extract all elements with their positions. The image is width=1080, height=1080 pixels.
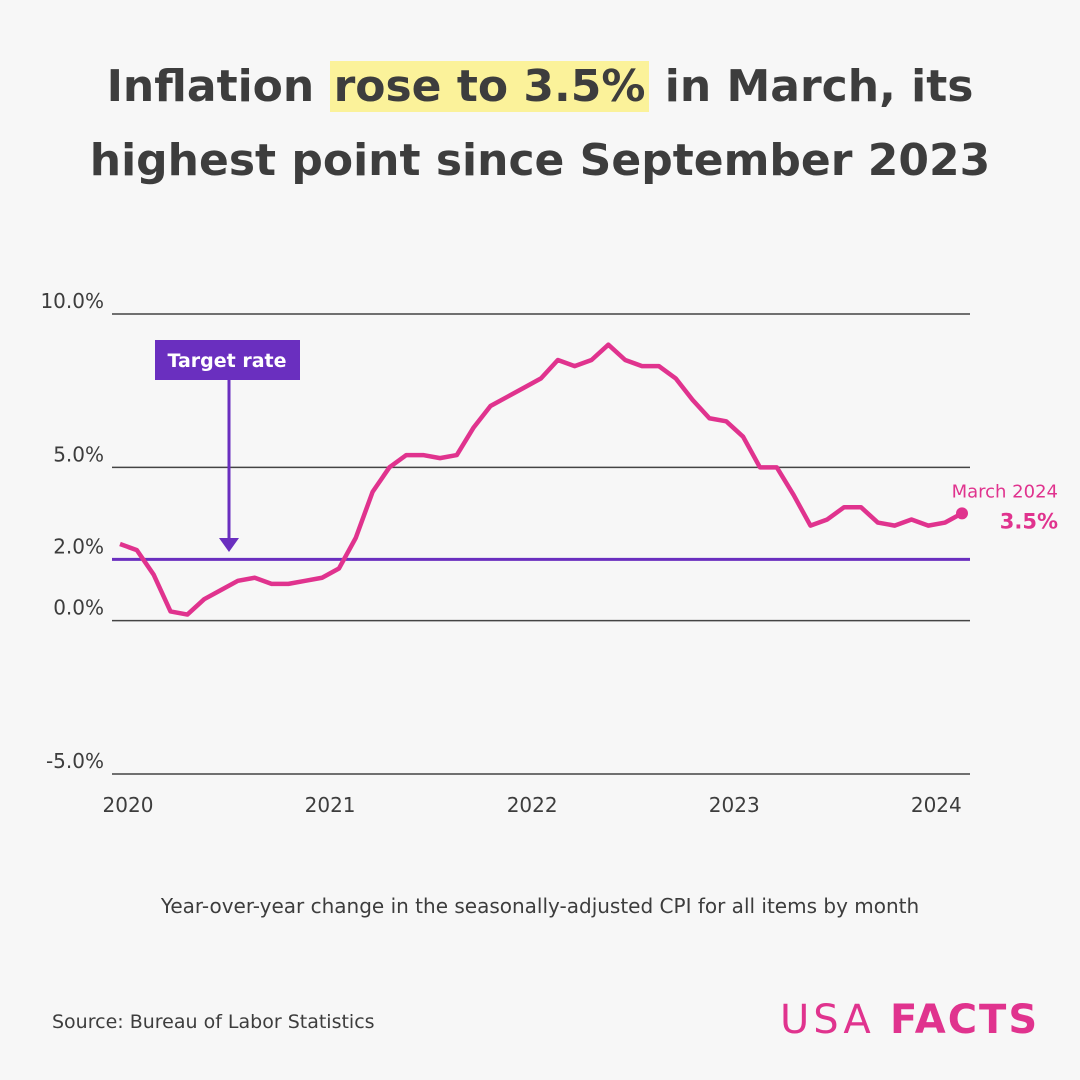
source: Source: Bureau of Labor Statistics: [52, 1011, 375, 1033]
title-highlight: rose to 3.5%: [329, 61, 650, 112]
annotation-box: [155, 340, 300, 380]
x-tick-label: 2024: [911, 793, 962, 817]
x-tick-label: 2023: [709, 793, 760, 817]
title-text: Inflation: [106, 61, 315, 112]
x-tick-label: 2021: [305, 793, 356, 817]
title-text: in March, its highest point since Septem…: [89, 61, 991, 186]
end-label: March 2024: [952, 481, 1058, 502]
y-tick-label: 0.0%: [53, 596, 104, 620]
data-line: [119, 342, 964, 617]
y-tick-label: 2.0%: [53, 534, 104, 558]
subtitle: Year-over-year change in the seasonally-…: [160, 894, 919, 918]
x-tick-label: 2020: [103, 793, 154, 817]
logo-left: USA: [780, 997, 875, 1043]
y-tick-label: 10.0%: [40, 289, 104, 313]
logo-right: FACTS: [890, 997, 1039, 1043]
end-point: [956, 507, 968, 520]
annotation-label: Target rate: [167, 350, 286, 372]
x-tick-label: 2022: [507, 793, 558, 817]
annotation-arrowhead: [219, 538, 239, 552]
y-tick-label: -5.0%: [46, 749, 104, 773]
chart-title: Inflation rose to 3.5% in March, its hig…: [40, 50, 1040, 198]
y-tick-label: 5.0%: [53, 442, 104, 466]
value-label: 3.5%: [1000, 509, 1058, 533]
